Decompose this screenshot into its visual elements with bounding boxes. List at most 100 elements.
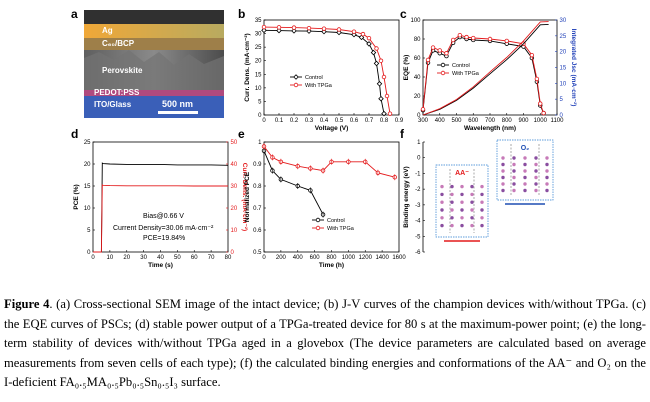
chart-b-xtick-label: 0.1 bbox=[275, 118, 284, 124]
layer-label-pedot-pss: PEDOT:PSS bbox=[94, 88, 140, 97]
chart-f-atom bbox=[450, 200, 454, 204]
chart-b-ylabel: Curr. Dens. (mA·cm⁻²) bbox=[244, 33, 251, 101]
chart-b-legend-marker bbox=[293, 74, 299, 80]
layer-label-ag: Ag bbox=[102, 26, 113, 35]
caption-text: . (a) Cross-sectional SEM image of the i… bbox=[4, 297, 646, 389]
chart-f-atom bbox=[460, 200, 464, 204]
chart-c-xtick-label: 1100 bbox=[551, 118, 565, 124]
chart-f-atom bbox=[545, 169, 549, 173]
chart-d-series-line bbox=[93, 162, 229, 253]
chart-c-y2tick-label: 20 bbox=[560, 50, 567, 56]
chart-c-ytick-label: 80 bbox=[414, 37, 421, 43]
chart-b-xtick-label: 0.9 bbox=[395, 118, 404, 124]
chart-e-xtick-label: 800 bbox=[326, 255, 337, 261]
chart-b-point bbox=[366, 41, 372, 47]
panel-letter-a: a bbox=[71, 7, 78, 21]
chart-d-ytick-label: 15 bbox=[84, 184, 91, 190]
chart-f-atom bbox=[545, 162, 549, 167]
chart-f-atom bbox=[480, 184, 484, 189]
chart-b-point bbox=[321, 28, 327, 35]
chart-c-point bbox=[425, 57, 431, 63]
chart-f-atom bbox=[460, 184, 464, 189]
chart-f-atom bbox=[470, 192, 474, 197]
chart-d-ytick-label: 5 bbox=[87, 228, 91, 234]
figure-caption: Figure 4. (a) Cross-sectional SEM image … bbox=[4, 295, 646, 393]
figure-charts: 0 0.1 0.2 0.3 0.4 0.5 0.6 0.7 0.8 0.9051015202530… bbox=[73, 18, 577, 269]
chart-f-atom bbox=[440, 200, 444, 204]
chart-b-ytick-label: 15 bbox=[255, 72, 262, 78]
chart-f-atom bbox=[480, 208, 484, 212]
chart-b-frame bbox=[263, 19, 400, 116]
chart-b-point bbox=[291, 28, 297, 34]
chart-d-xlabel: Time (s) bbox=[148, 262, 173, 269]
chart-f-atom bbox=[450, 192, 454, 197]
chart-f-atom bbox=[545, 188, 549, 193]
chart-d-y2tick-label: 10 bbox=[231, 228, 238, 234]
chart-b-ytick-label: 0 bbox=[258, 113, 262, 119]
chart-f-atom bbox=[460, 208, 464, 212]
chart-e-legend-label: With TPGa bbox=[327, 226, 355, 232]
chart-d-xtick-label: 80 bbox=[225, 255, 232, 261]
chart-f-atom bbox=[460, 223, 464, 228]
chart-b-point bbox=[261, 27, 267, 34]
chart-b-ytick-label: 10 bbox=[255, 86, 262, 92]
chart-f-atom bbox=[534, 162, 538, 167]
chart-f-atom bbox=[512, 162, 516, 167]
chart-b-point bbox=[336, 29, 342, 36]
chart-c-legend-label: With TPGa bbox=[452, 71, 480, 77]
chart-f-ytick-label: -6 bbox=[415, 250, 421, 256]
chart-c-ytick-label: 60 bbox=[414, 56, 421, 62]
chart-e-xtick-label: 1200 bbox=[359, 255, 373, 261]
caption-lead: Figure 4 bbox=[4, 297, 50, 311]
chart-f-atom bbox=[534, 156, 538, 160]
chart-c-frame bbox=[422, 19, 558, 116]
chart-b-xtick-label: 0.2 bbox=[290, 118, 299, 124]
chart-f-atom bbox=[440, 184, 444, 189]
chart-b-xtick-label: 0.5 bbox=[335, 118, 344, 124]
panel-letter-c: c bbox=[400, 7, 407, 21]
chart-e-xtick-label: 400 bbox=[293, 255, 304, 261]
chart-c-y2tick-label: 5 bbox=[560, 97, 564, 103]
chart-f-atom bbox=[523, 162, 527, 167]
chart-e-xtick-label: 600 bbox=[310, 255, 321, 261]
chart-d-y2tick-label: 50 bbox=[231, 140, 238, 146]
chart-c-point bbox=[430, 45, 436, 50]
chart-b-point bbox=[351, 29, 357, 34]
chart-c-xtick-label: 900 bbox=[518, 118, 529, 124]
layer-label-c60-bcp: C₆₀/BCP bbox=[102, 39, 135, 48]
chart-f-atom bbox=[501, 182, 505, 186]
chart-d-y2tick-label: 40 bbox=[231, 162, 238, 168]
chart-f-atom bbox=[440, 192, 444, 197]
chart-e-xtick-label: 0 bbox=[262, 255, 266, 261]
chart-d-xtick-label: 0 bbox=[91, 255, 95, 261]
chart-f-atom bbox=[480, 216, 484, 220]
chart-f-atom bbox=[450, 208, 454, 212]
chart-b-point bbox=[387, 111, 393, 116]
chart-d-ylabel: PCE (%) bbox=[73, 184, 80, 209]
chart-c-ytick-label: 100 bbox=[410, 18, 421, 24]
chart-b-ytick-label: 20 bbox=[255, 59, 262, 65]
chart-b-point bbox=[276, 27, 282, 34]
chart-f-atom bbox=[501, 169, 505, 173]
layer-label-ito-glass: ITO/Glass bbox=[94, 100, 132, 109]
chart-c-point bbox=[471, 35, 476, 41]
chart-e-ylabel: Normalized PCE bbox=[244, 171, 251, 222]
panel-d-current-annotation: Current Density=30.06 mA·cm⁻² bbox=[113, 225, 214, 232]
panel-letter-f: f bbox=[400, 127, 404, 141]
chart-e-legend-marker bbox=[315, 217, 321, 223]
chart-b-legend-label: With TPGa bbox=[305, 83, 333, 89]
chart-f-atom bbox=[450, 216, 454, 220]
chart-c-xlabel: Wavelength (nm) bbox=[464, 125, 516, 132]
chart-d-y2tick-label: 30 bbox=[231, 184, 238, 190]
chart-c-series-line bbox=[422, 36, 545, 114]
chart-e-xtick-label: 1400 bbox=[375, 255, 389, 261]
chart-f-atom bbox=[501, 175, 505, 180]
chart-e-legend-label: Control bbox=[327, 218, 345, 224]
chart-f-atom bbox=[470, 223, 474, 228]
panel-letter-d: d bbox=[71, 127, 79, 141]
chart-f-atom bbox=[460, 216, 464, 220]
chart-f-atom bbox=[470, 216, 474, 220]
chart-c-legend-label: Control bbox=[452, 63, 470, 69]
chart-c-series-line bbox=[422, 23, 549, 116]
chart-b-point bbox=[378, 95, 384, 102]
